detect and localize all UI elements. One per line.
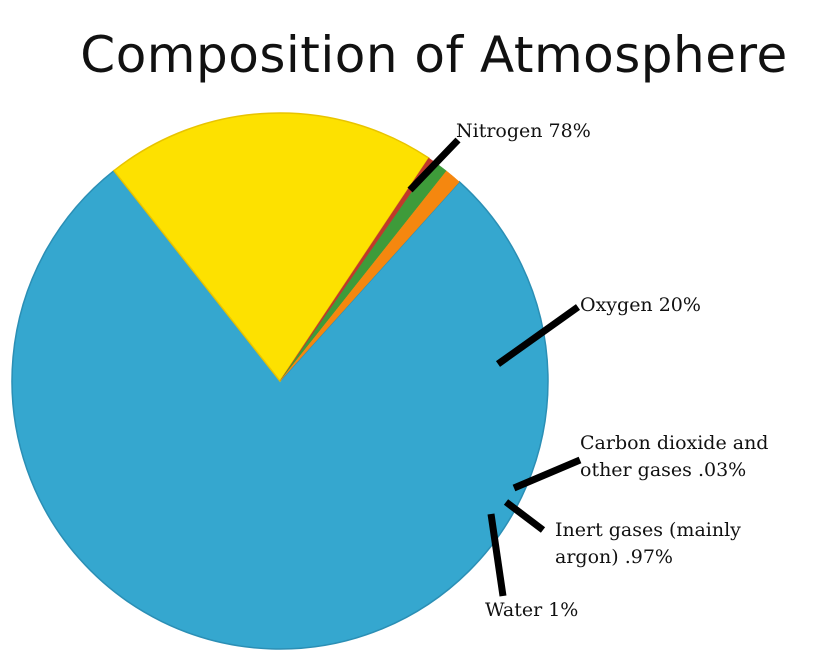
label-carbon-dioxide: Carbon dioxide and other gases .03%	[580, 432, 768, 481]
slice-water	[279, 170, 460, 382]
label-inert-gases: Inert gases (mainly argon) .97%	[555, 519, 741, 568]
label-carbon-dioxide-line-2: other gases .03%	[580, 459, 746, 481]
slice-oxygen	[112, 112, 430, 383]
leader-oxygen	[495, 304, 581, 367]
leader-lines	[407, 137, 582, 597]
leader-inert-gases	[503, 499, 546, 533]
leader-water	[487, 513, 507, 597]
chart-title: Composition of Atmosphere	[80, 26, 788, 84]
label-water-line-1: Water 1%	[485, 599, 578, 621]
leader-nitrogen	[407, 137, 461, 193]
label-carbon-dioxide-line-1: Carbon dioxide and	[580, 432, 768, 454]
label-water: Water 1%	[485, 599, 578, 621]
label-oxygen-line-1: Oxygen 20%	[580, 294, 701, 316]
slice-labels: Nitrogen 78% Oxygen 20% Carbon dioxide and…	[456, 120, 768, 621]
slice-nitrogen	[11, 169, 549, 650]
label-oxygen: Oxygen 20%	[580, 294, 701, 316]
label-nitrogen-line-1: Nitrogen 78%	[456, 120, 591, 142]
label-inert-gases-line-1: Inert gases (mainly	[555, 519, 741, 541]
leader-carbon-dioxide	[512, 456, 582, 492]
label-inert-gases-line-2: argon) .97%	[555, 546, 673, 568]
pie-slices	[11, 112, 549, 650]
label-nitrogen: Nitrogen 78%	[456, 120, 591, 142]
